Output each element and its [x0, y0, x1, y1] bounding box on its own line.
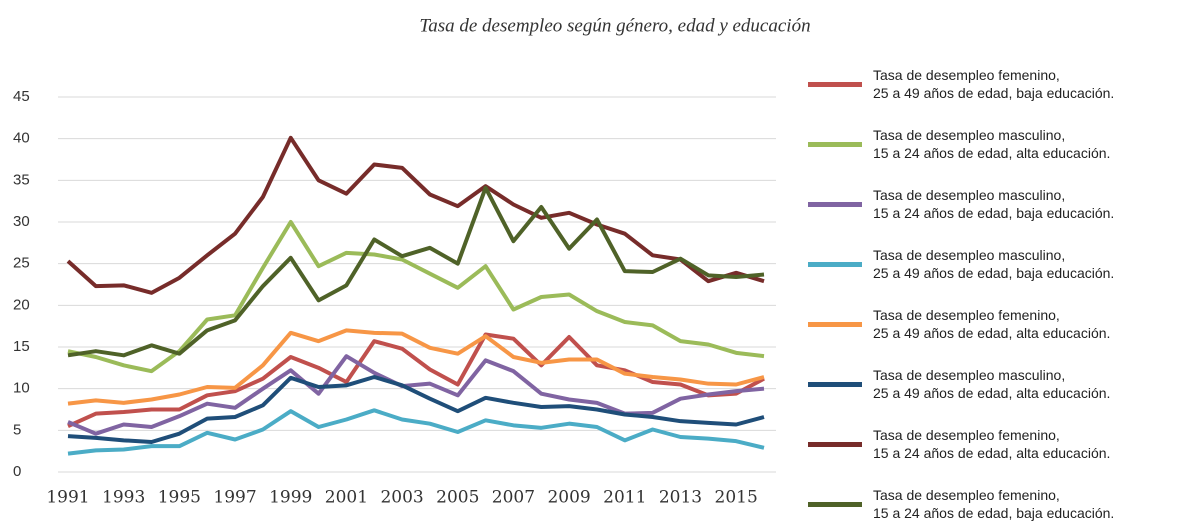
- legend-swatch: [808, 261, 862, 267]
- series-line: [66, 135, 765, 295]
- series-line: [67, 185, 765, 358]
- y-tick-label: 15: [13, 338, 30, 355]
- legend-swatch: [808, 321, 862, 327]
- legend-item: Tasa de desempleo femenino, 15 a 24 años…: [808, 426, 1110, 462]
- x-tick-label: 2015: [715, 488, 758, 508]
- legend-item: Tasa de desempleo femenino, 25 a 49 años…: [808, 66, 1114, 102]
- x-tick-label: 2009: [547, 488, 590, 508]
- y-tick-label: 45: [13, 88, 30, 105]
- legend-label: Tasa de desempleo femenino, 25 a 49 años…: [873, 307, 1111, 341]
- x-tick-label: 2003: [380, 488, 423, 508]
- legend-item: Tasa de desempleo masculino, 15 a 24 año…: [808, 126, 1110, 162]
- legend-label: Tasa de desempleo masculino, 15 a 24 año…: [873, 127, 1111, 161]
- legend-item: Tasa de desempleo femenino, 25 a 49 años…: [808, 306, 1110, 342]
- y-tick-label: 30: [13, 213, 30, 230]
- y-tick-label: 0: [13, 463, 21, 480]
- x-tick-label: 2013: [659, 488, 702, 508]
- x-tick-label: 1991: [46, 488, 89, 508]
- x-tick-label: 1999: [269, 488, 312, 508]
- legend-swatch: [808, 501, 862, 507]
- x-tick-label: 1995: [158, 488, 201, 508]
- legend-label: Tasa de desempleo masculino, 15 a 24 año…: [873, 187, 1115, 221]
- series-line: [67, 332, 765, 428]
- legend-label: Tasa de desempleo femenino, 15 a 24 años…: [873, 427, 1111, 461]
- legend-item: Tasa de desempleo masculino, 25 a 49 año…: [808, 366, 1110, 402]
- y-tick-label: 20: [13, 296, 30, 313]
- legend-swatch: [808, 141, 862, 147]
- legend-item: Tasa de desempleo femenino, 15 a 24 años…: [808, 486, 1114, 522]
- y-tick-label: 35: [13, 171, 30, 188]
- legend-label: Tasa de desempleo masculino, 25 a 49 año…: [873, 247, 1115, 281]
- x-tick-label: 2005: [436, 488, 479, 508]
- legend-label: Tasa de desempleo femenino, 25 a 49 años…: [873, 67, 1115, 101]
- legend-item: Tasa de desempleo masculino, 15 a 24 año…: [808, 186, 1114, 222]
- x-tick-label: 1993: [102, 488, 145, 508]
- legend-swatch: [808, 441, 862, 447]
- series-line: [67, 328, 765, 406]
- series-line: [67, 375, 765, 444]
- chart-title: Tasa de desempleo según género, edad y e…: [419, 15, 810, 36]
- series-line: [67, 354, 765, 436]
- y-tick-label: 10: [13, 380, 30, 397]
- legend-swatch: [808, 81, 862, 87]
- legend-label: Tasa de desempleo femenino, 15 a 24 años…: [873, 487, 1115, 521]
- legend-item: Tasa de desempleo masculino, 25 a 49 año…: [808, 246, 1114, 282]
- series-line: [67, 408, 765, 456]
- x-tick-label: 2001: [325, 488, 368, 508]
- y-tick-label: 5: [13, 421, 21, 438]
- x-tick-label: 2007: [492, 488, 535, 508]
- x-tick-label: 2011: [603, 488, 646, 508]
- x-tick-label: 1997: [213, 488, 256, 508]
- y-tick-label: 40: [13, 130, 30, 147]
- legend-swatch: [808, 201, 862, 207]
- series-line: [67, 220, 765, 374]
- legend-swatch: [808, 381, 862, 387]
- legend-label: Tasa de desempleo masculino, 25 a 49 año…: [873, 367, 1111, 401]
- y-tick-label: 25: [13, 255, 30, 272]
